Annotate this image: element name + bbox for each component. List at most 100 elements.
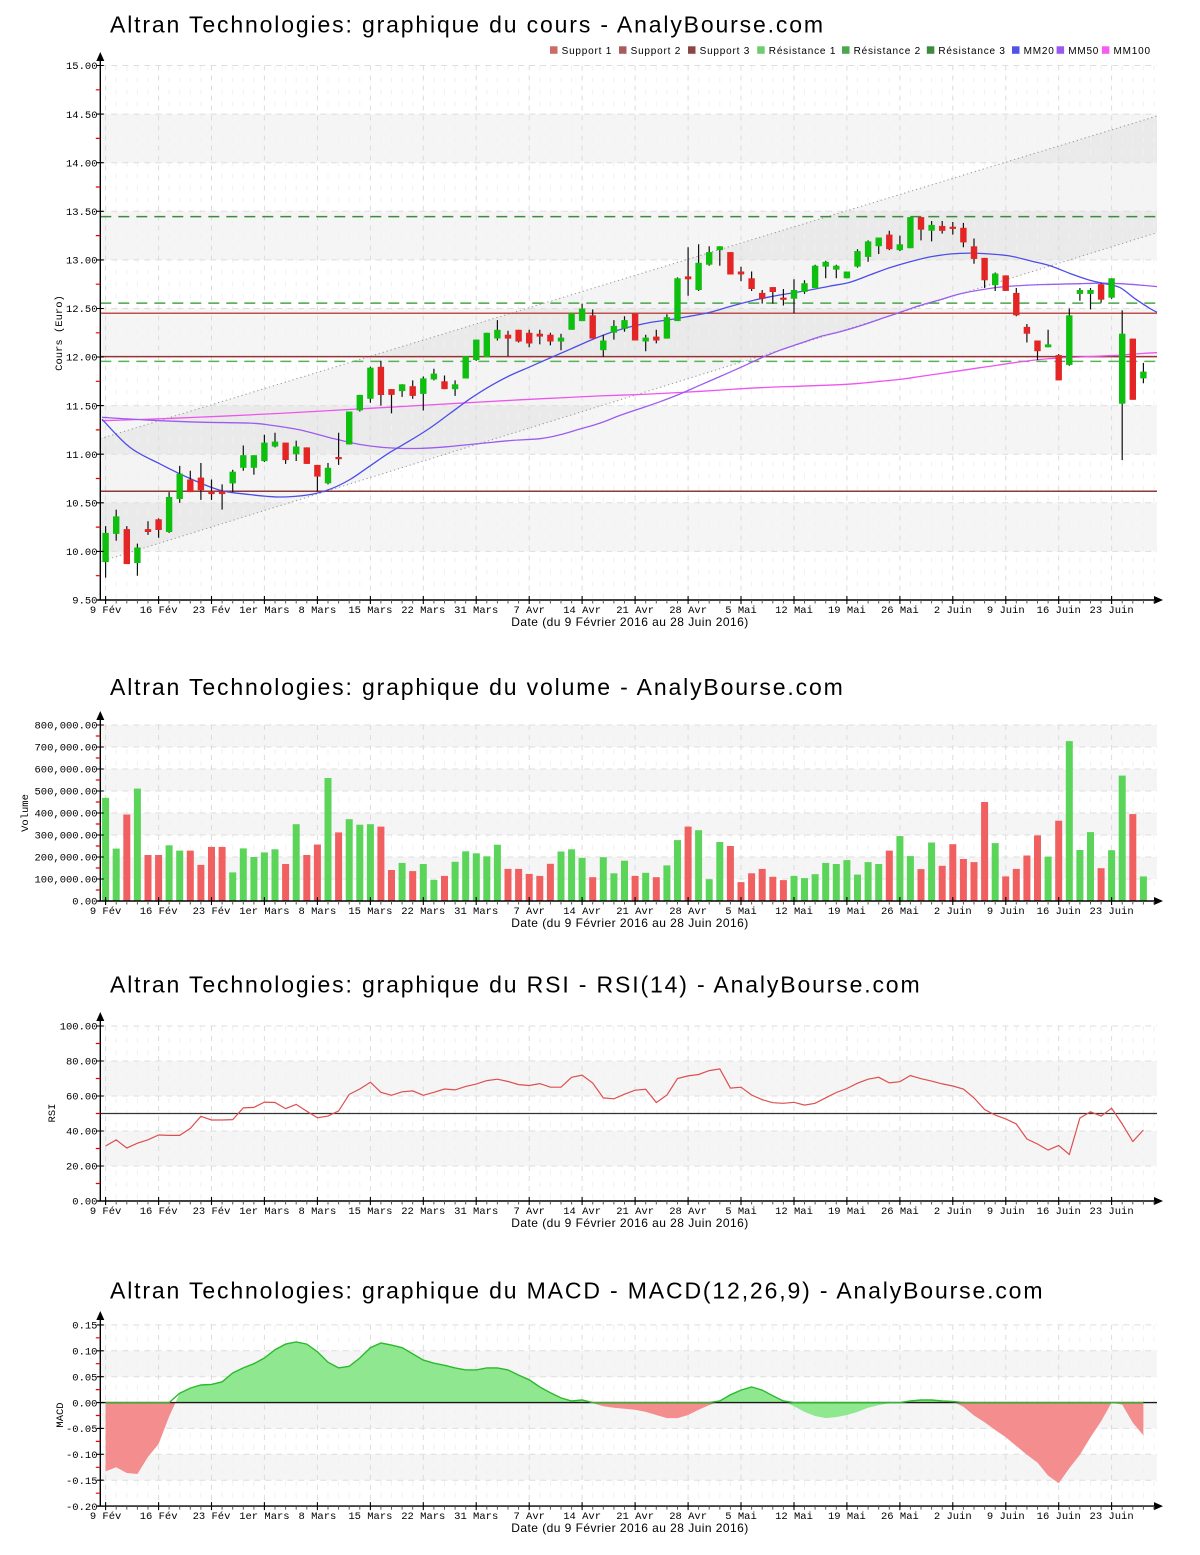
- svg-text:0.00: 0.00: [72, 1197, 97, 1209]
- svg-text:9.50: 9.50: [72, 596, 97, 608]
- svg-text:16 Fév: 16 Fév: [140, 1511, 178, 1523]
- svg-text:31 Mars: 31 Mars: [454, 1206, 498, 1218]
- svg-text:-0.05: -0.05: [66, 1424, 98, 1436]
- svg-text:7 Avr: 7 Avr: [513, 1511, 545, 1523]
- svg-text:12 Mai: 12 Mai: [775, 1511, 813, 1523]
- svg-text:7 Avr: 7 Avr: [513, 1206, 545, 1218]
- svg-text:Résistance 2: Résistance 2: [854, 46, 921, 57]
- svg-text:5 Mai: 5 Mai: [725, 1511, 757, 1523]
- svg-text:-0.20: -0.20: [66, 1502, 98, 1514]
- svg-text:9 Fév: 9 Fév: [90, 1511, 122, 1523]
- svg-text:Date (du 9 Février 2016 au 28: Date (du 9 Février 2016 au 28 Juin 2016): [511, 615, 748, 629]
- svg-text:7 Avr: 7 Avr: [513, 906, 545, 918]
- svg-text:Date (du 9 Février 2016 au 28: Date (du 9 Février 2016 au 28 Juin 2016): [511, 1521, 748, 1535]
- svg-text:16 Fév: 16 Fév: [140, 605, 178, 617]
- svg-text:0.00: 0.00: [72, 897, 97, 909]
- svg-text:Date (du 9 Février 2016 au 28: Date (du 9 Février 2016 au 28 Juin 2016): [511, 1216, 748, 1230]
- svg-text:0.00: 0.00: [72, 1398, 97, 1410]
- svg-text:26 Mai: 26 Mai: [881, 1511, 919, 1523]
- svg-text:Support 1: Support 1: [562, 46, 613, 57]
- svg-text:-0.10: -0.10: [66, 1450, 98, 1462]
- svg-text:-0.15: -0.15: [66, 1476, 98, 1488]
- svg-text:23 Juin: 23 Juin: [1090, 1206, 1134, 1218]
- svg-text:20.00: 20.00: [66, 1162, 98, 1174]
- svg-text:16 Juin: 16 Juin: [1037, 605, 1081, 617]
- svg-text:19 Mai: 19 Mai: [828, 1206, 866, 1218]
- svg-text:40.00: 40.00: [66, 1127, 98, 1139]
- svg-text:12.00: 12.00: [66, 353, 98, 365]
- svg-text:15.00: 15.00: [66, 61, 98, 73]
- svg-text:RSI: RSI: [47, 1104, 59, 1123]
- svg-text:23 Fév: 23 Fév: [193, 605, 231, 617]
- svg-text:MACD: MACD: [55, 1402, 67, 1427]
- svg-text:13.00: 13.00: [66, 256, 98, 268]
- svg-text:12.50: 12.50: [66, 304, 98, 316]
- svg-text:8 Mars: 8 Mars: [298, 605, 336, 617]
- svg-text:19 Mai: 19 Mai: [828, 1511, 866, 1523]
- svg-text:15 Mars: 15 Mars: [348, 906, 392, 918]
- svg-text:21 Avr: 21 Avr: [616, 906, 654, 918]
- svg-text:8 Mars: 8 Mars: [298, 1511, 336, 1523]
- svg-text:12 Mai: 12 Mai: [775, 1206, 813, 1218]
- svg-text:16 Juin: 16 Juin: [1037, 906, 1081, 918]
- svg-text:7 Avr: 7 Avr: [513, 605, 545, 617]
- svg-text:23 Fév: 23 Fév: [193, 1206, 231, 1218]
- svg-text:600,000.00: 600,000.00: [34, 765, 97, 777]
- svg-text:13.50: 13.50: [66, 207, 98, 219]
- svg-text:16 Juin: 16 Juin: [1037, 1511, 1081, 1523]
- svg-text:0.10: 0.10: [72, 1347, 97, 1359]
- svg-text:21 Avr: 21 Avr: [616, 1511, 654, 1523]
- svg-text:10.00: 10.00: [66, 547, 98, 559]
- svg-text:31 Mars: 31 Mars: [454, 1511, 498, 1523]
- svg-text:2 Juin: 2 Juin: [934, 1511, 972, 1523]
- svg-text:Support 2: Support 2: [631, 46, 682, 57]
- svg-text:23 Fév: 23 Fév: [193, 1511, 231, 1523]
- svg-text:28 Avr: 28 Avr: [669, 906, 707, 918]
- svg-text:100,000.00: 100,000.00: [34, 875, 97, 887]
- svg-text:Support 3: Support 3: [700, 46, 751, 57]
- svg-text:100.00: 100.00: [60, 1022, 98, 1034]
- svg-text:9 Juin: 9 Juin: [987, 1206, 1025, 1218]
- svg-text:MM50: MM50: [1068, 46, 1099, 57]
- svg-text:23 Juin: 23 Juin: [1090, 906, 1134, 918]
- svg-text:12 Mai: 12 Mai: [775, 605, 813, 617]
- svg-text:Date (du 9 Février 2016 au 28: Date (du 9 Février 2016 au 28 Juin 2016): [511, 916, 748, 930]
- svg-text:2 Juin: 2 Juin: [934, 605, 972, 617]
- svg-text:19 Mai: 19 Mai: [828, 605, 866, 617]
- svg-text:9 Juin: 9 Juin: [987, 605, 1025, 617]
- svg-text:700,000.00: 700,000.00: [34, 743, 97, 755]
- svg-text:9 Juin: 9 Juin: [987, 906, 1025, 918]
- svg-text:28 Avr: 28 Avr: [669, 1206, 707, 1218]
- svg-text:14.50: 14.50: [66, 110, 98, 122]
- svg-text:800,000.00: 800,000.00: [34, 721, 97, 733]
- svg-text:26 Mai: 26 Mai: [881, 1206, 919, 1218]
- svg-text:8 Mars: 8 Mars: [298, 1206, 336, 1218]
- svg-text:23 Juin: 23 Juin: [1090, 1511, 1134, 1523]
- svg-text:9 Fév: 9 Fév: [90, 1206, 122, 1218]
- svg-text:16 Fév: 16 Fév: [140, 906, 178, 918]
- svg-text:23 Fév: 23 Fév: [193, 906, 231, 918]
- svg-text:5 Mai: 5 Mai: [725, 1206, 757, 1218]
- svg-text:9 Fév: 9 Fév: [90, 906, 122, 918]
- svg-text:1er Mars: 1er Mars: [239, 1206, 289, 1218]
- svg-text:Altran Technologies: graphique: Altran Technologies: graphique du cours …: [110, 12, 825, 38]
- svg-text:1er Mars: 1er Mars: [239, 1511, 289, 1523]
- svg-text:22 Mars: 22 Mars: [401, 1511, 445, 1523]
- svg-text:0.05: 0.05: [72, 1372, 97, 1384]
- svg-text:60.00: 60.00: [66, 1092, 98, 1104]
- svg-text:Volume: Volume: [20, 794, 32, 832]
- svg-text:8 Mars: 8 Mars: [298, 906, 336, 918]
- svg-text:9 Fév: 9 Fév: [90, 605, 122, 617]
- svg-text:21 Avr: 21 Avr: [616, 605, 654, 617]
- svg-text:15 Mars: 15 Mars: [348, 1511, 392, 1523]
- svg-text:Résistance 1: Résistance 1: [769, 46, 836, 57]
- svg-text:23 Juin: 23 Juin: [1090, 605, 1134, 617]
- svg-text:5 Mai: 5 Mai: [725, 605, 757, 617]
- svg-text:1er Mars: 1er Mars: [239, 605, 289, 617]
- svg-text:9 Juin: 9 Juin: [987, 1511, 1025, 1523]
- svg-text:14.00: 14.00: [66, 158, 98, 170]
- svg-text:0.15: 0.15: [72, 1321, 97, 1333]
- svg-text:22 Mars: 22 Mars: [401, 1206, 445, 1218]
- svg-text:12 Mai: 12 Mai: [775, 906, 813, 918]
- svg-text:14 Avr: 14 Avr: [563, 906, 601, 918]
